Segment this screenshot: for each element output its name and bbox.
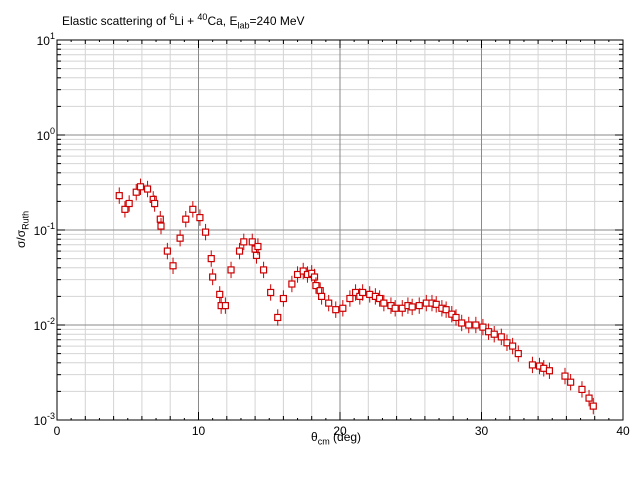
data-point: [497, 333, 505, 341]
title-prefix: Elastic scattering of: [62, 14, 170, 28]
data-point: [578, 385, 586, 393]
data-point: [201, 228, 210, 236]
data-point: [376, 294, 384, 303]
data-point: [252, 251, 261, 260]
data-point: [259, 266, 268, 274]
data-point: [288, 280, 296, 288]
data-point: [458, 319, 466, 327]
data-point: [196, 214, 204, 222]
y-axis-label-main: σ/σ: [14, 229, 28, 248]
data-point: [115, 192, 123, 200]
x-axis-label-unit: (deg): [329, 430, 362, 444]
data-point: [189, 205, 197, 213]
data-point: [221, 302, 229, 310]
data-point: [121, 205, 129, 213]
data-point: [235, 247, 244, 255]
data-point: [514, 349, 522, 358]
title-target-mass: 40: [197, 12, 208, 22]
data-point: [452, 313, 460, 322]
x-axis-label-main: θ: [311, 430, 318, 444]
data-point: [240, 238, 248, 246]
data-point: [351, 288, 360, 297]
x-tick-label: 40: [616, 424, 630, 438]
data-point: [479, 323, 487, 331]
data-point: [472, 321, 480, 329]
data-point: [254, 242, 262, 251]
data-point: [490, 330, 498, 338]
data-point: [310, 273, 319, 281]
data-point: [274, 313, 282, 322]
y-axis-label: σ/σRuth: [14, 211, 30, 248]
data-point: [325, 299, 333, 307]
data-point: [567, 378, 575, 386]
data-point: [585, 394, 593, 402]
data-point: [359, 288, 367, 297]
y-tick-label: 10-3: [34, 411, 55, 428]
data-point: [318, 292, 326, 301]
data-point: [136, 183, 145, 191]
data-point: [216, 290, 224, 298]
data-point: [169, 262, 177, 270]
data-point: [432, 300, 440, 308]
data-point: [545, 367, 554, 375]
y-tick-label: 101: [37, 31, 55, 48]
data-point: [176, 234, 184, 242]
data-point: [157, 222, 165, 230]
data-point: [509, 342, 517, 350]
title-target: Ca, E: [207, 14, 238, 28]
data-point: [132, 188, 140, 196]
data-point: [528, 361, 537, 369]
data-point: [182, 215, 190, 223]
x-axis-label-subscript: cm: [317, 436, 330, 447]
data-point: [207, 254, 215, 263]
data-point: [339, 304, 347, 312]
y-tick-label: 10-2: [34, 316, 55, 333]
data-point: [312, 281, 320, 290]
y-tick-label: 100: [37, 126, 55, 143]
data-point: [125, 199, 133, 208]
data-point: [209, 273, 217, 281]
data-point: [408, 303, 416, 311]
data-point: [151, 199, 159, 208]
x-tick-label: 10: [192, 424, 206, 438]
data-point: [163, 247, 171, 255]
x-tick-label: 20: [333, 424, 347, 438]
data-point: [156, 215, 164, 223]
y-axis-label-subscript: Ruth: [20, 210, 31, 230]
y-tick-label: 10-1: [34, 221, 55, 238]
title-energy-subscript: lab: [237, 20, 250, 31]
x-tick-label: 30: [475, 424, 489, 438]
title-projectile: Li +: [174, 14, 198, 28]
data-point: [227, 266, 235, 274]
title-projectile-mass: 6: [169, 12, 175, 22]
data-point: [391, 304, 399, 312]
data-point: [442, 306, 450, 314]
x-tick-label: 0: [54, 424, 61, 438]
data-point: [465, 321, 473, 329]
data-point: [415, 302, 423, 310]
x-axis-label: θcm (deg): [311, 430, 361, 446]
data-point: [143, 185, 152, 193]
chart-title: Elastic scattering of 6Li + 40Ca, Elab=2…: [62, 12, 305, 30]
data-point: [316, 287, 324, 295]
data-point: [346, 294, 354, 303]
title-energy: =240 MeV: [249, 14, 305, 28]
data-point: [380, 299, 388, 307]
data-point: [589, 402, 597, 410]
data-point: [279, 294, 287, 303]
data-point: [267, 288, 275, 297]
data-point: [332, 306, 340, 314]
data-point: [561, 372, 569, 380]
